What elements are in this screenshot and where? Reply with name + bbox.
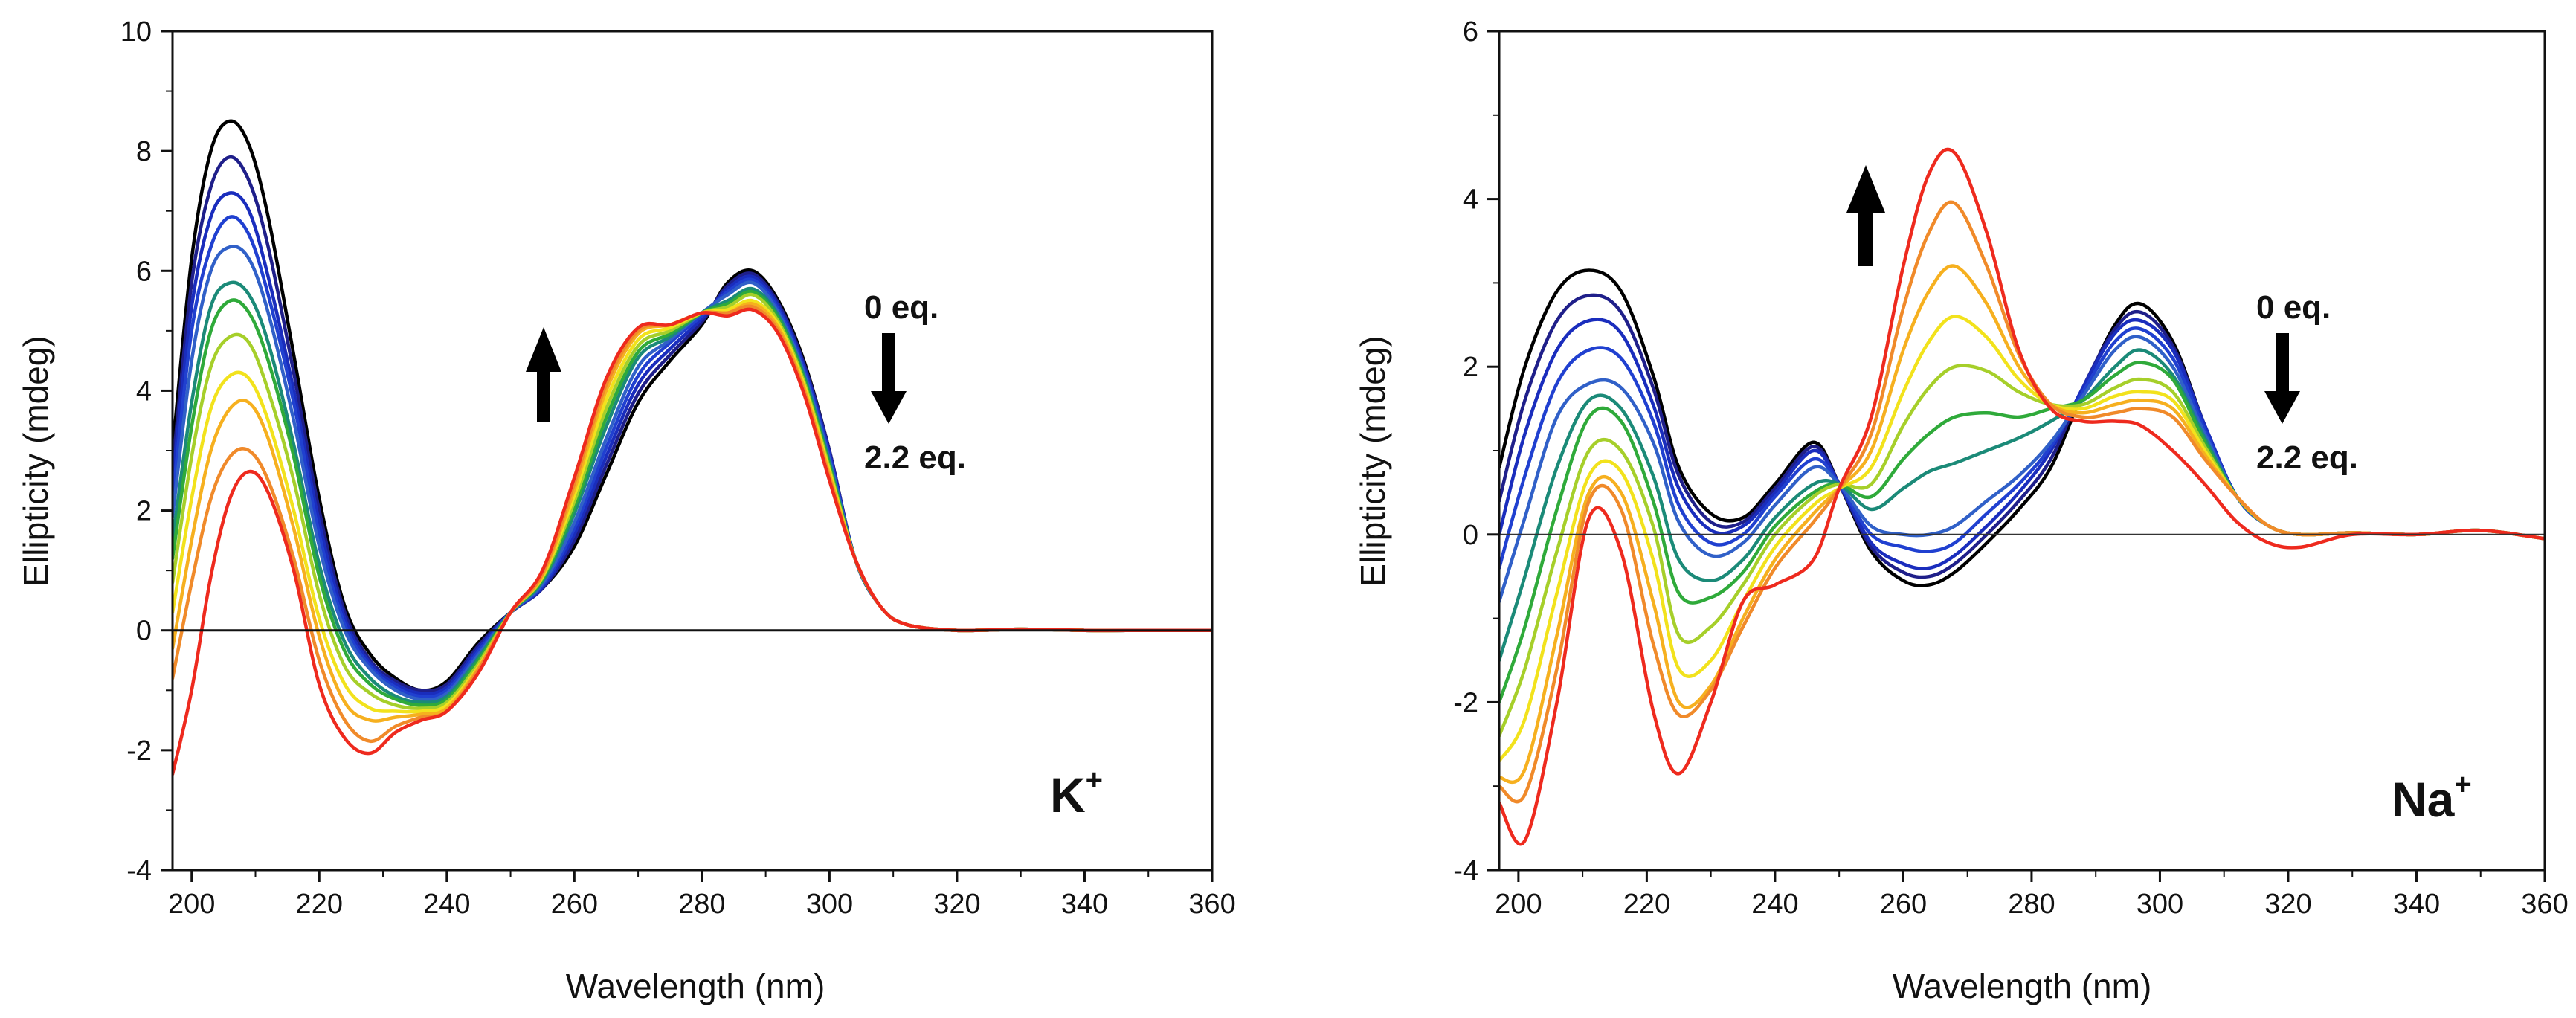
panel-na-x-tick-label: 300 <box>2137 889 2183 920</box>
panel-na-y-tick-label: 6 <box>1463 16 1478 48</box>
panel-k-ion-label: K+ <box>1050 764 1103 822</box>
panel-na-ion-sup: + <box>2454 768 2471 801</box>
panel-k-x-tick-label: 340 <box>1061 889 1108 920</box>
panel-k-x-tick-label: 300 <box>806 889 853 920</box>
panel-k-plot-frame <box>171 30 1214 872</box>
panel-na-x-tick-label: 260 <box>1880 889 1927 920</box>
panel-k-y-tick-label: 10 <box>120 16 152 48</box>
panel-k-series-line <box>173 301 1212 723</box>
panel-k-y-tick-label: 6 <box>136 256 152 287</box>
panel-k-series-line <box>173 298 1212 714</box>
panel-na-x-tick-label: 320 <box>2264 889 2311 920</box>
panel-k-ion-base: K <box>1050 767 1086 822</box>
panel-na-x-axis: 200 220 240 260 280 300 320 340 360 <box>1495 870 2569 920</box>
panel-na-x-tick-label: 200 <box>1495 889 1542 920</box>
panel-k-y-tick-label: 4 <box>136 376 152 407</box>
panel-k-series-line <box>173 280 1212 704</box>
panel-na-series-line <box>1499 335 2545 604</box>
panel-na-y-tick-label: -4 <box>1453 855 1478 886</box>
panel-na-down-arrow-icon <box>2264 333 2300 424</box>
panel-na-series <box>1499 147 2545 846</box>
panel-na-x-tick-label: 360 <box>2521 889 2568 920</box>
panel-k-up-arrow-icon <box>526 327 561 422</box>
panel-k-y-axis-label: Ellipticity (mdeg) <box>16 335 55 586</box>
panel-na-y-axis: -4 -2 0 2 4 6 <box>1453 16 1499 886</box>
panel-na-y-tick-label: 4 <box>1463 184 1478 216</box>
panel-k-start-label: 0 eq. <box>864 289 938 326</box>
panel-na-x-tick-label: 240 <box>1751 889 1798 920</box>
panel-na-series-line <box>1499 200 2545 804</box>
panel-k-series <box>173 119 1212 776</box>
panel-na-ion-label: Na+ <box>2392 768 2472 827</box>
panel-k-end-label: 2.2 eq. <box>864 439 966 476</box>
panel-na-y-tick-label: -2 <box>1453 687 1478 718</box>
panel-k-series-line <box>173 307 1212 776</box>
panel-na-ion-base: Na <box>2392 772 2456 827</box>
panel-k-ion-sup: + <box>1086 764 1103 796</box>
panel-na-x-tick-label: 220 <box>1623 889 1670 920</box>
panel-na-y-tick-label: 2 <box>1463 352 1478 383</box>
panel-na-start-label: 0 eq. <box>2256 289 2331 326</box>
panel-k-y-tick-label: 8 <box>136 136 152 167</box>
panel-k-x-axis: 200 220 240 260 280 300 320 340 360 <box>168 870 1236 920</box>
panel-na: 200 220 240 260 280 300 320 340 360 -4 -2 0 2 4 6 Wav… <box>1353 16 2569 1005</box>
panel-k-x-axis-label: Wavelength (nm) <box>566 967 825 1005</box>
panel-na-x-axis-label: Wavelength (nm) <box>1893 967 2152 1005</box>
panel-na-x-tick-label: 280 <box>2008 889 2055 920</box>
panel-k: 200 220 240 260 280 300 320 340 360 -4-20246810 … <box>16 16 1236 1005</box>
panel-na-x-tick-label: 340 <box>2393 889 2440 920</box>
panel-k-y-tick-label: -2 <box>126 735 152 767</box>
panel-k-series-line <box>173 191 1212 696</box>
panel-k-x-tick-label: 320 <box>933 889 980 920</box>
panel-na-series-line <box>1499 364 2545 738</box>
panel-k-y-tick-label: 0 <box>136 616 152 647</box>
panel-k-x-tick-label: 260 <box>551 889 598 920</box>
panel-na-up-arrow-icon <box>1846 165 1885 266</box>
panel-k-x-tick-label: 200 <box>168 889 215 920</box>
panel-k-x-tick-label: 280 <box>678 889 725 920</box>
panel-na-y-tick-label: 0 <box>1463 520 1478 551</box>
panel-k-y-tick-label: -4 <box>126 855 152 886</box>
panel-k-y-axis: -4 -2 0 2 4 6 8 10 <box>120 16 173 886</box>
panel-na-series-line <box>1499 147 2545 846</box>
panel-k-x-tick-label: 360 <box>1188 889 1235 920</box>
panel-k-series-line <box>173 304 1212 744</box>
panel-na-y-axis-label: Ellipticity (mdeg) <box>1353 335 1392 586</box>
panel-k-x-tick-label: 240 <box>423 889 470 920</box>
panel-na-end-label: 2.2 eq. <box>2256 439 2358 476</box>
panel-k-y-tick-label: 2 <box>136 496 152 527</box>
panel-na-series-line <box>1499 264 2545 785</box>
panel-k-x-tick-label: 220 <box>296 889 343 920</box>
panel-k-down-arrow-icon <box>871 333 907 424</box>
